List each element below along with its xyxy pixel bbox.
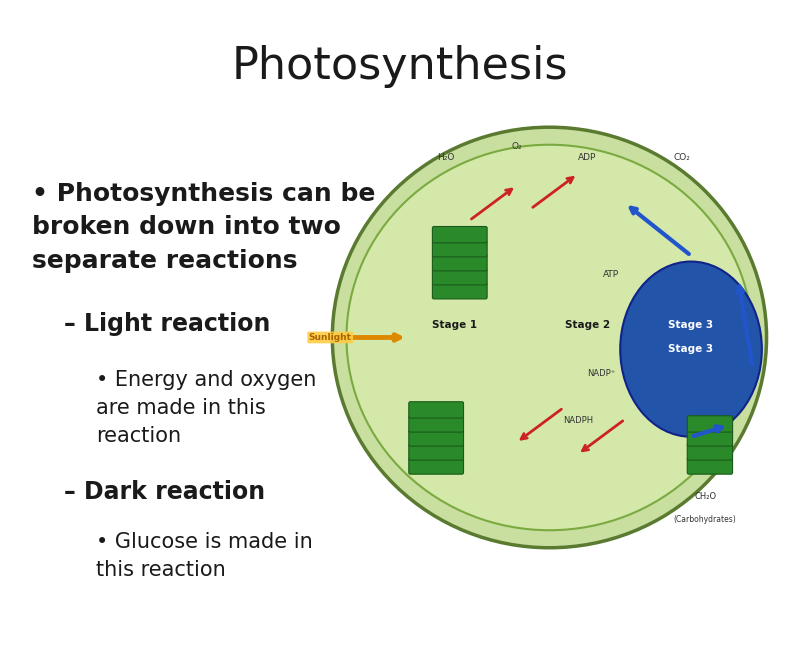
Text: CH₂O: CH₂O bbox=[694, 492, 716, 501]
FancyBboxPatch shape bbox=[687, 416, 733, 432]
FancyBboxPatch shape bbox=[432, 282, 487, 299]
FancyBboxPatch shape bbox=[409, 402, 463, 418]
Text: Stage 3: Stage 3 bbox=[669, 344, 714, 354]
Text: • Photosynthesis can be
broken down into two
separate reactions: • Photosynthesis can be broken down into… bbox=[32, 182, 375, 273]
FancyBboxPatch shape bbox=[409, 430, 463, 446]
Ellipse shape bbox=[332, 127, 766, 548]
Text: • Energy and oxygen
are made in this
reaction: • Energy and oxygen are made in this rea… bbox=[96, 370, 316, 446]
Text: H₂O: H₂O bbox=[437, 153, 454, 162]
FancyBboxPatch shape bbox=[687, 458, 733, 474]
FancyBboxPatch shape bbox=[432, 227, 487, 243]
Text: Photosynthesis: Photosynthesis bbox=[232, 45, 568, 88]
FancyBboxPatch shape bbox=[409, 458, 463, 474]
Text: O₂: O₂ bbox=[511, 141, 522, 151]
Text: CO₂: CO₂ bbox=[673, 153, 690, 162]
FancyBboxPatch shape bbox=[409, 416, 463, 432]
Text: – Light reaction: – Light reaction bbox=[64, 312, 270, 336]
Text: Sunlight: Sunlight bbox=[309, 333, 352, 342]
Text: Stage 2: Stage 2 bbox=[565, 320, 610, 330]
Text: – Dark reaction: – Dark reaction bbox=[64, 480, 265, 504]
Text: Stage 3: Stage 3 bbox=[669, 320, 714, 330]
Text: ATP: ATP bbox=[602, 270, 619, 279]
Text: NADP⁺: NADP⁺ bbox=[587, 369, 615, 378]
Text: • Glucose is made in
this reaction: • Glucose is made in this reaction bbox=[96, 532, 313, 580]
Text: ADP: ADP bbox=[578, 153, 596, 162]
FancyBboxPatch shape bbox=[432, 241, 487, 257]
Ellipse shape bbox=[346, 145, 753, 530]
Text: (Carbohydrates): (Carbohydrates) bbox=[674, 515, 737, 524]
Text: Stage 1: Stage 1 bbox=[433, 320, 478, 330]
FancyBboxPatch shape bbox=[687, 430, 733, 446]
Circle shape bbox=[620, 262, 762, 437]
Text: NADPH: NADPH bbox=[562, 416, 593, 425]
FancyBboxPatch shape bbox=[432, 269, 487, 285]
FancyBboxPatch shape bbox=[432, 254, 487, 271]
FancyBboxPatch shape bbox=[687, 444, 733, 460]
FancyBboxPatch shape bbox=[409, 444, 463, 460]
